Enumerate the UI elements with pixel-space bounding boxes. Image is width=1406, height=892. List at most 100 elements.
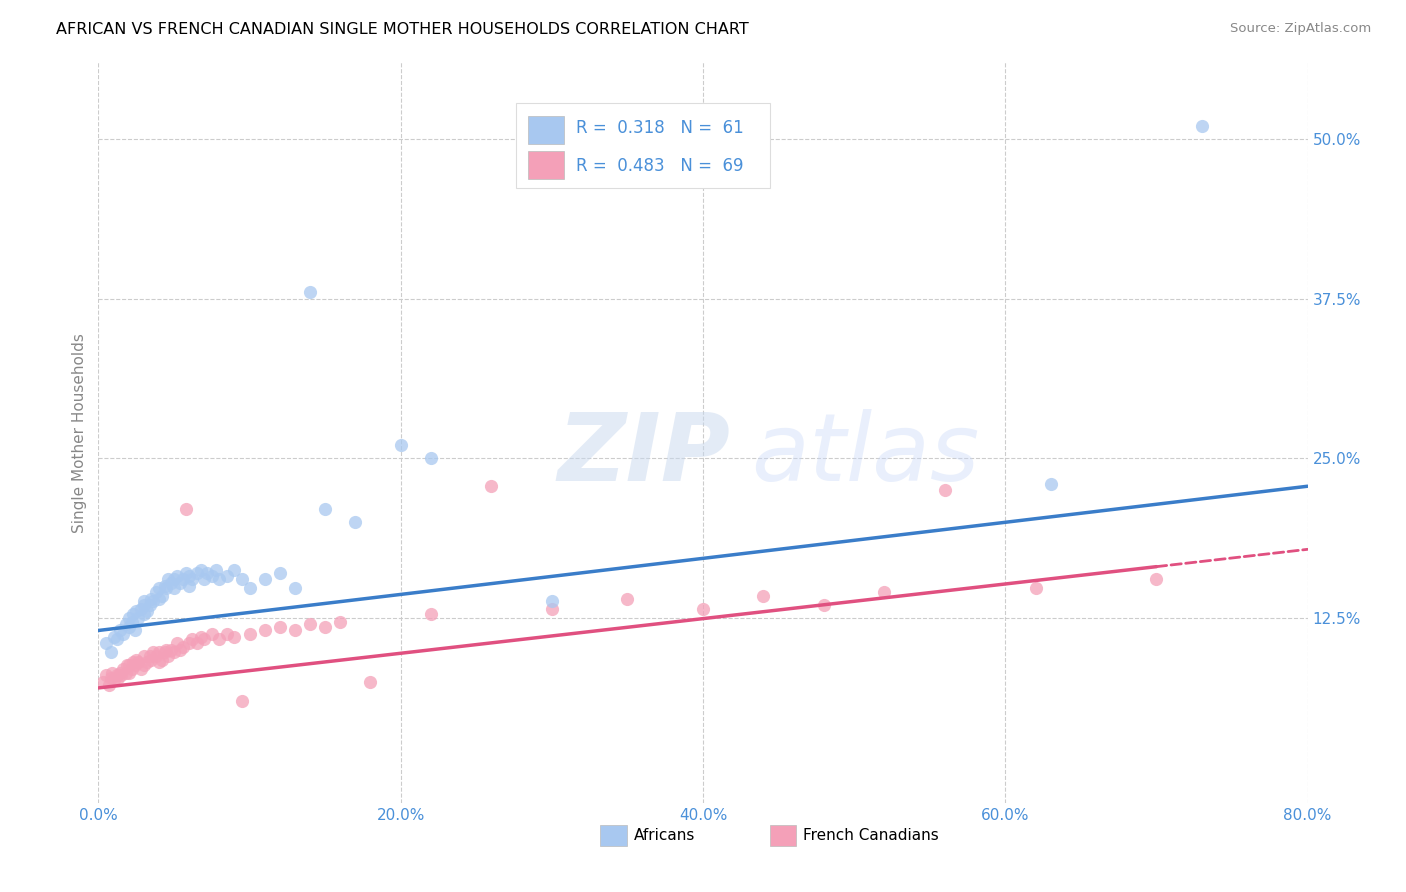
FancyBboxPatch shape — [527, 116, 564, 144]
Point — [616, 591, 638, 606]
Point — [142, 645, 165, 659]
Point — [231, 694, 253, 708]
Point — [1039, 476, 1062, 491]
Point — [94, 668, 117, 682]
Point — [284, 624, 307, 638]
Point — [752, 589, 775, 603]
Point — [193, 632, 215, 647]
Point — [127, 611, 149, 625]
Point — [481, 479, 503, 493]
Point — [114, 665, 136, 680]
Point — [1191, 120, 1213, 134]
Point — [111, 627, 134, 641]
Point — [179, 568, 201, 582]
Point — [201, 568, 224, 582]
Point — [540, 594, 562, 608]
Point — [148, 656, 170, 670]
Point — [239, 627, 262, 641]
Text: AFRICAN VS FRENCH CANADIAN SINGLE MOTHER HOUSEHOLDS CORRELATION CHART: AFRICAN VS FRENCH CANADIAN SINGLE MOTHER… — [56, 22, 749, 37]
Point — [118, 657, 141, 672]
Point — [181, 632, 204, 647]
Point — [156, 573, 179, 587]
Point — [314, 502, 336, 516]
Point — [122, 656, 145, 670]
Point — [94, 636, 117, 650]
Point — [253, 624, 276, 638]
Point — [181, 573, 204, 587]
Point — [91, 674, 114, 689]
Point — [145, 648, 167, 663]
Point — [118, 611, 141, 625]
Point — [186, 636, 208, 650]
Point — [253, 573, 276, 587]
Point — [190, 630, 212, 644]
Point — [169, 576, 191, 591]
Point — [344, 515, 367, 529]
Point — [420, 607, 443, 621]
FancyBboxPatch shape — [527, 152, 564, 179]
Point — [215, 627, 238, 641]
Point — [132, 657, 155, 672]
Text: R =  0.318   N =  61: R = 0.318 N = 61 — [576, 119, 744, 136]
Point — [208, 573, 231, 587]
FancyBboxPatch shape — [516, 103, 769, 188]
Text: R =  0.483   N =  69: R = 0.483 N = 69 — [576, 157, 744, 175]
Point — [153, 645, 176, 659]
Point — [124, 657, 146, 672]
Point — [692, 601, 714, 615]
Point — [135, 604, 157, 618]
Point — [141, 591, 163, 606]
Point — [103, 673, 125, 688]
Text: French Canadians: French Canadians — [803, 828, 939, 843]
Point — [174, 566, 197, 580]
Point — [179, 579, 201, 593]
Point — [107, 671, 129, 685]
Point — [163, 582, 186, 596]
Point — [224, 564, 246, 578]
Point — [813, 598, 835, 612]
Point — [201, 627, 224, 641]
Point — [125, 604, 148, 618]
Point — [135, 656, 157, 670]
Point — [118, 665, 141, 680]
Point — [148, 582, 170, 596]
Point — [163, 645, 186, 659]
Point — [132, 648, 155, 663]
Point — [873, 585, 896, 599]
Point — [239, 582, 262, 596]
Point — [110, 668, 132, 682]
Text: atlas: atlas — [751, 409, 980, 500]
Point — [105, 668, 128, 682]
Point — [129, 662, 152, 676]
Point — [190, 564, 212, 578]
Point — [284, 582, 307, 596]
Point — [314, 620, 336, 634]
Point — [179, 636, 201, 650]
Point — [108, 624, 131, 638]
Point — [148, 591, 170, 606]
Point — [172, 573, 194, 587]
Point — [329, 615, 352, 629]
Point — [160, 642, 183, 657]
Point — [215, 568, 238, 582]
Point — [129, 601, 152, 615]
Point — [166, 568, 188, 582]
Point — [193, 573, 215, 587]
Point — [150, 653, 173, 667]
Point — [269, 566, 291, 580]
Point — [100, 645, 122, 659]
Point — [153, 579, 176, 593]
FancyBboxPatch shape — [769, 825, 796, 846]
Point — [150, 589, 173, 603]
Text: Africans: Africans — [634, 828, 696, 843]
Point — [155, 582, 177, 596]
Point — [132, 598, 155, 612]
Point — [160, 576, 183, 591]
Point — [1024, 582, 1046, 596]
Point — [208, 632, 231, 647]
FancyBboxPatch shape — [600, 825, 627, 846]
Point — [121, 615, 143, 629]
Point — [174, 502, 197, 516]
Point — [360, 674, 382, 689]
Point — [205, 564, 228, 578]
